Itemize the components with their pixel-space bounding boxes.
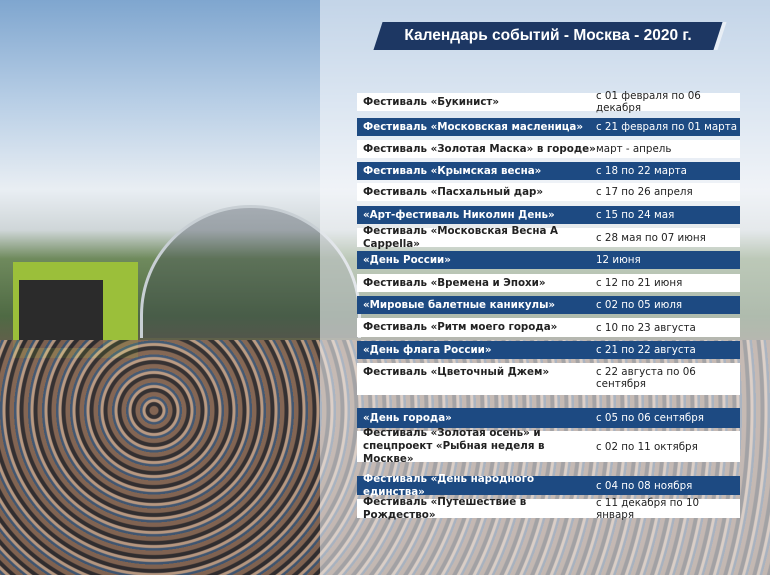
event-dates: с 17 по 26 апреля <box>596 186 693 198</box>
event-name: Фестиваль «Крымская весна» <box>363 164 542 177</box>
event-name: «Мировые балетные каникулы» <box>363 298 556 311</box>
event-dates: с 02 по 05 июля <box>596 299 683 311</box>
event-row: «Мировые балетные каникулы» с 02 по 05 ию… <box>357 296 740 314</box>
event-dates: с 18 по 22 марта <box>596 165 687 177</box>
event-dates: 12 июня <box>596 254 641 266</box>
event-row: Фестиваль «Золотая осень» и спецпроект «… <box>357 427 740 465</box>
event-name: Фестиваль «Цветочный Джем» <box>363 366 550 378</box>
event-row: Фестиваль «Московская масленица» с 21 фев… <box>357 118 740 136</box>
event-dates: с 12 по 21 июня <box>596 277 683 289</box>
event-row: Фестиваль «День народного единства» с 04 … <box>357 473 740 498</box>
event-name: Фестиваль «Ритм моего города» <box>363 321 558 333</box>
event-name: Фестиваль «Золотая Маска» в городе» <box>363 142 596 155</box>
event-row: «Арт-фестиваль Николин День» с 15 по 24 м… <box>357 206 740 224</box>
event-name: Фестиваль «Времена и Эпохи» <box>363 276 546 289</box>
page-title: Календарь событий - Москва - 2020 г. <box>404 27 692 44</box>
event-name: Фестиваль «Букинист» <box>363 95 500 108</box>
event-name: «День России» <box>363 253 451 266</box>
event-name: «Арт-фестиваль Николин День» <box>363 208 555 221</box>
event-row: Фестиваль «Времена и Эпохи» с 12 по 21 ию… <box>357 274 740 292</box>
event-row: Фестиваль «Крымская весна» с 18 по 22 мар… <box>357 162 740 180</box>
event-row: Фестиваль «Путешествие в Рождество» с 11 … <box>357 496 740 521</box>
event-dates: с 01 февраля по 06 декабря <box>596 90 701 114</box>
event-name: Фестиваль «Пасхальный дар» <box>363 185 544 198</box>
event-name: Фестиваль «Путешествие в Рождество» <box>363 495 527 521</box>
event-name: Фестиваль «Золотая осень» и спецпроект «… <box>363 427 545 465</box>
event-dates: с 10 по 23 августа <box>596 321 696 334</box>
event-name: Фестиваль «Московская Весна A Cappella» <box>363 224 559 250</box>
event-dates: с 21 февраля по 01 марта <box>596 121 738 133</box>
event-row: Фестиваль «Пасхальный дар» с 17 по 26 апр… <box>357 183 740 201</box>
event-dates: март - апрель <box>596 143 672 155</box>
event-dates: с 05 по 06 сентября <box>596 412 704 424</box>
event-dates: с 04 по 08 ноября <box>596 479 693 492</box>
event-name: «День флага России» <box>363 343 492 356</box>
event-name: Фестиваль «Московская масленица» <box>363 120 584 133</box>
event-dates: с 02 по 11 октября <box>596 440 698 453</box>
event-dates: с 28 мая по 07 июня <box>596 231 706 244</box>
event-row: Фестиваль «Золотая Маска» в городе» март … <box>357 140 740 158</box>
event-row: Фестиваль «Цветочный Джем» с 22 августа п… <box>357 363 740 395</box>
event-row: «День города» с 05 по 06 сентября <box>357 408 740 428</box>
event-row: Фестиваль «Букинист» с 01 февраля по 06 д… <box>357 90 740 114</box>
event-row: Фестиваль «Ритм моего города» с 10 по 23 … <box>357 318 740 337</box>
event-name: Фестиваль «День народного единства» <box>363 472 535 498</box>
event-dates: с 21 по 22 августа <box>596 344 696 356</box>
event-dates: с 22 августа по 06 сентября <box>596 366 696 390</box>
event-row: «День флага России» с 21 по 22 августа <box>357 341 740 359</box>
event-name: «День города» <box>363 411 452 424</box>
event-row: Фестиваль «Московская Весна A Cappella» с… <box>357 225 740 250</box>
event-dates: с 11 декабря по 10 января <box>596 496 700 521</box>
event-row: «День России» 12 июня <box>357 251 740 269</box>
event-dates: с 15 по 24 мая <box>596 209 675 221</box>
